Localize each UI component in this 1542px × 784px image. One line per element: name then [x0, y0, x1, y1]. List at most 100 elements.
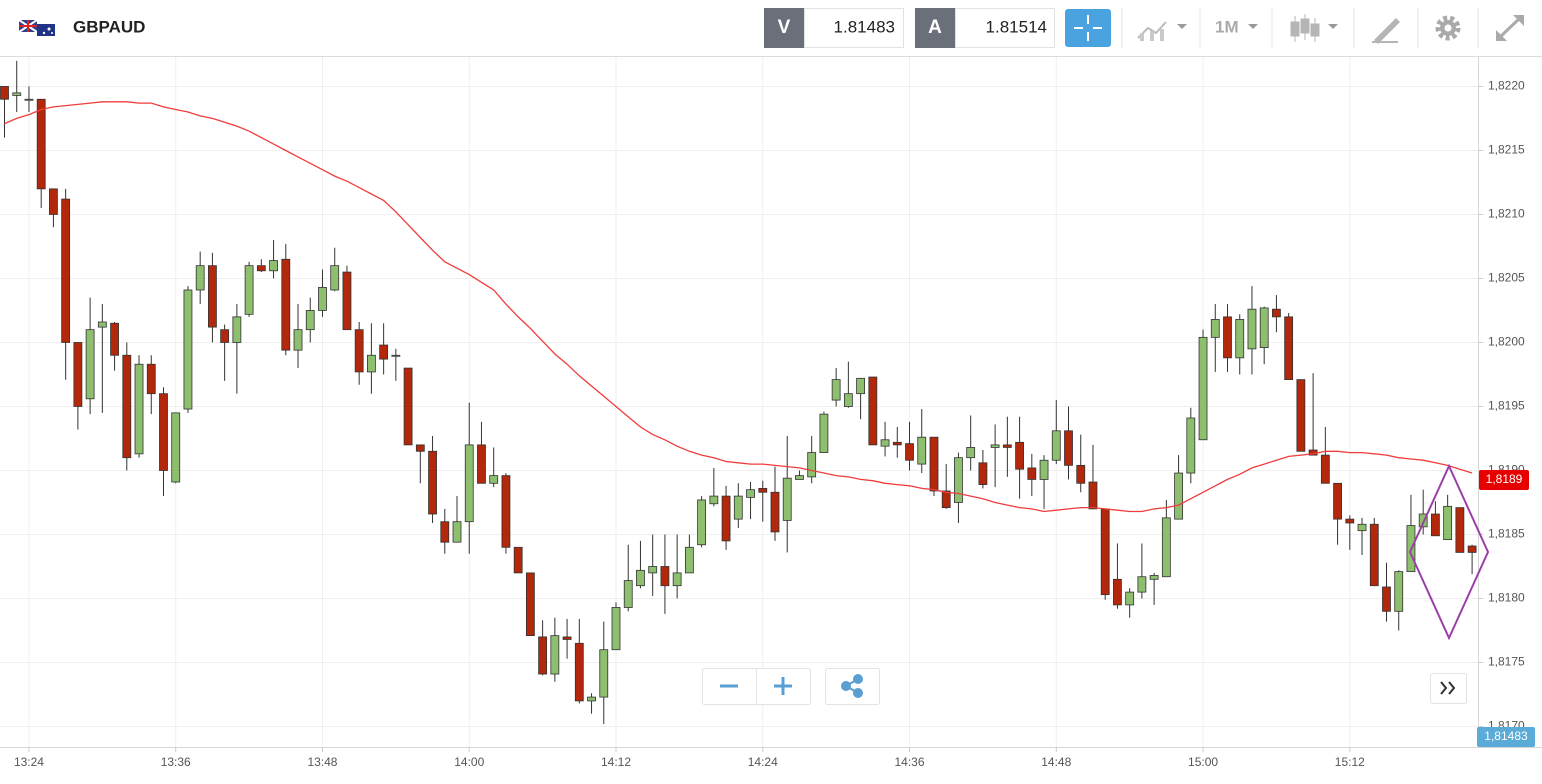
candle-body: [1174, 472, 1183, 520]
candle-body: [501, 475, 511, 548]
candle-body: [513, 546, 523, 574]
candle-body: [1223, 316, 1232, 359]
candle-body: [1394, 571, 1404, 612]
candle-body: [525, 572, 535, 637]
candle-body: [1284, 316, 1294, 380]
candle-body: [917, 436, 927, 465]
chart-type-button[interactable]: [1137, 21, 1187, 41]
candle-body: [97, 321, 107, 328]
candle-body: [122, 354, 132, 459]
zoom-controls: [702, 668, 1467, 705]
candle-body: [269, 260, 278, 272]
timeframe[interactable]: 1M: [1215, 17, 1239, 36]
candle-body: [770, 491, 780, 533]
candle-body: [672, 572, 682, 587]
candle-type-button[interactable]: [1290, 14, 1338, 42]
candle-body: [1247, 308, 1257, 350]
candle-body: [256, 265, 266, 272]
candle-body: [1027, 467, 1037, 480]
candle-body: [807, 452, 817, 478]
candle-body: [1259, 307, 1269, 348]
candle-body: [1333, 482, 1342, 520]
candle-body: [391, 354, 401, 357]
ma-price-tag: [1479, 470, 1529, 490]
candle-body: [61, 198, 71, 343]
candle-body: [379, 344, 389, 360]
candle-body: [1369, 523, 1379, 587]
candle-body: [1161, 517, 1171, 578]
candle-body: [305, 310, 315, 331]
candle-body: [929, 436, 939, 492]
sell-button[interactable]: [764, 8, 804, 48]
candle-body: [244, 265, 254, 315]
crosshair-button[interactable]: [1065, 9, 1111, 47]
candle-body: [1210, 319, 1220, 338]
x-tick-label: 13:48: [307, 755, 337, 769]
share-icon: [841, 674, 863, 698]
x-tick-label: 15:00: [1188, 755, 1218, 769]
candle-body: [73, 342, 83, 407]
bid-price-tag: [1477, 727, 1535, 747]
scroll-end-button[interactable]: [1430, 673, 1467, 704]
candle-body: [1100, 508, 1110, 596]
settings-button[interactable]: [1435, 15, 1461, 41]
x-tick-label: 14:12: [601, 755, 631, 769]
candle-body: [440, 521, 450, 543]
candle-body: [1137, 576, 1147, 593]
candle-body: [660, 566, 670, 587]
candle-body: [146, 363, 156, 395]
candle-body: [159, 393, 168, 471]
draw-tool-button[interactable]: [1372, 18, 1400, 44]
candle-body: [134, 363, 144, 455]
timeframe-caret: [1248, 24, 1258, 29]
candle-body: [293, 329, 303, 351]
candle-body: [452, 521, 462, 543]
candle-body: [464, 444, 474, 523]
x-tick-label: 14:48: [1041, 755, 1071, 769]
fullscreen-button[interactable]: [1496, 15, 1524, 41]
candle-body: [733, 495, 743, 520]
candle-body: [318, 287, 327, 311]
buy-price-box: [955, 8, 1055, 48]
candle-body: [195, 265, 205, 291]
zoom-in[interactable]: [774, 677, 792, 695]
candle-body: [1186, 417, 1196, 474]
candle-body: [1198, 336, 1208, 441]
y-tick-label: 1,8175: [1488, 655, 1525, 669]
candle-body: [1113, 578, 1122, 606]
candle-body: [856, 377, 865, 395]
buy-button[interactable]: [915, 8, 955, 48]
x-tick-label: 14:00: [454, 755, 484, 769]
candle-body: [709, 495, 719, 505]
candle-body: [1296, 379, 1306, 452]
candle-body: [1125, 591, 1135, 606]
candle-body: [1418, 513, 1428, 528]
candle-body: [24, 98, 34, 101]
candle-body: [868, 376, 878, 446]
candle-body: [758, 488, 768, 493]
candle-body: [538, 636, 548, 675]
share-button[interactable]: [825, 668, 880, 705]
candle-body: [1272, 308, 1281, 318]
candle-body: [954, 457, 963, 503]
candle-body: [941, 490, 951, 509]
candle-body: [171, 412, 181, 483]
candle-body: [366, 354, 376, 373]
candle-body: [0, 86, 9, 100]
candle-body: [562, 636, 572, 640]
candle-body: [1357, 523, 1367, 532]
candle-body: [599, 649, 609, 698]
candle-body: [905, 443, 914, 461]
candle-body: [85, 329, 95, 400]
candle-body: [354, 329, 364, 373]
candle-body: [892, 441, 902, 446]
candle-body: [1455, 507, 1465, 553]
y-tick-label: 1,8205: [1488, 271, 1525, 285]
candle-body: [623, 580, 633, 608]
candle-body: [1235, 319, 1245, 359]
candle-body: [1015, 441, 1024, 470]
y-tick-label: 1,8185: [1488, 527, 1525, 541]
sell-price-box: [804, 8, 904, 48]
